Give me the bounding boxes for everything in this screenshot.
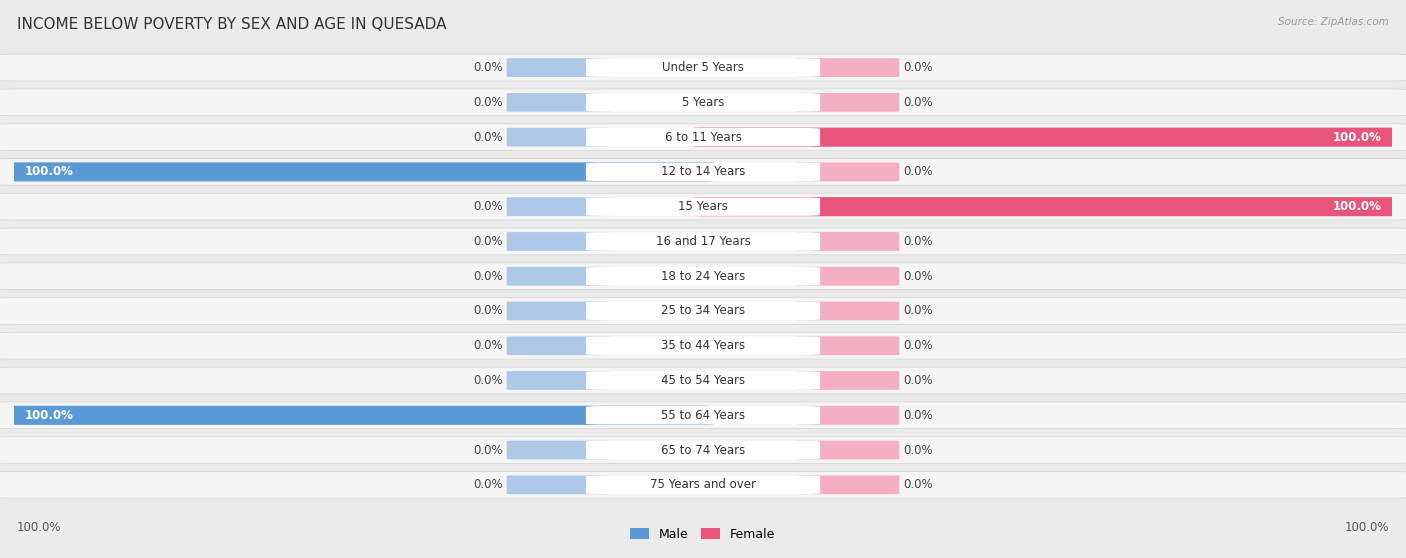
FancyBboxPatch shape: [0, 472, 1406, 498]
Text: 15 Years: 15 Years: [678, 200, 728, 213]
FancyBboxPatch shape: [586, 128, 820, 146]
Text: 0.0%: 0.0%: [903, 478, 932, 491]
FancyBboxPatch shape: [506, 301, 610, 320]
FancyBboxPatch shape: [506, 232, 610, 251]
Text: 0.0%: 0.0%: [903, 409, 932, 422]
FancyBboxPatch shape: [0, 124, 1406, 151]
Text: 100.0%: 100.0%: [17, 521, 62, 534]
FancyBboxPatch shape: [586, 336, 820, 355]
FancyBboxPatch shape: [586, 267, 820, 286]
Text: 0.0%: 0.0%: [474, 478, 503, 491]
Text: 0.0%: 0.0%: [474, 235, 503, 248]
Text: 0.0%: 0.0%: [903, 339, 932, 352]
Text: 0.0%: 0.0%: [474, 374, 503, 387]
FancyBboxPatch shape: [506, 128, 610, 147]
FancyBboxPatch shape: [796, 267, 900, 286]
FancyBboxPatch shape: [0, 367, 1406, 394]
FancyBboxPatch shape: [796, 162, 900, 181]
Text: Source: ZipAtlas.com: Source: ZipAtlas.com: [1278, 17, 1389, 27]
FancyBboxPatch shape: [796, 371, 900, 390]
Text: 45 to 54 Years: 45 to 54 Years: [661, 374, 745, 387]
FancyBboxPatch shape: [796, 58, 900, 77]
FancyBboxPatch shape: [586, 441, 820, 459]
Text: 0.0%: 0.0%: [474, 96, 503, 109]
Text: 12 to 14 Years: 12 to 14 Years: [661, 165, 745, 179]
FancyBboxPatch shape: [506, 441, 610, 459]
Text: 6 to 11 Years: 6 to 11 Years: [665, 131, 741, 143]
FancyBboxPatch shape: [506, 371, 610, 390]
FancyBboxPatch shape: [506, 475, 610, 494]
Text: 75 Years and over: 75 Years and over: [650, 478, 756, 491]
FancyBboxPatch shape: [0, 437, 1406, 464]
FancyBboxPatch shape: [586, 475, 820, 494]
FancyBboxPatch shape: [796, 406, 900, 425]
Text: 100.0%: 100.0%: [1333, 131, 1382, 143]
Text: 0.0%: 0.0%: [903, 270, 932, 283]
Text: 35 to 44 Years: 35 to 44 Years: [661, 339, 745, 352]
Text: 0.0%: 0.0%: [903, 305, 932, 318]
FancyBboxPatch shape: [506, 93, 610, 112]
FancyBboxPatch shape: [586, 59, 820, 77]
Text: 0.0%: 0.0%: [903, 374, 932, 387]
Text: 0.0%: 0.0%: [474, 339, 503, 352]
FancyBboxPatch shape: [796, 301, 900, 320]
FancyBboxPatch shape: [586, 302, 820, 320]
Text: 0.0%: 0.0%: [474, 444, 503, 456]
Text: 5 Years: 5 Years: [682, 96, 724, 109]
Text: 25 to 34 Years: 25 to 34 Years: [661, 305, 745, 318]
Text: 16 and 17 Years: 16 and 17 Years: [655, 235, 751, 248]
FancyBboxPatch shape: [796, 232, 900, 251]
Text: 0.0%: 0.0%: [474, 270, 503, 283]
Text: 100.0%: 100.0%: [24, 165, 73, 179]
FancyBboxPatch shape: [0, 54, 1406, 81]
Text: INCOME BELOW POVERTY BY SEX AND AGE IN QUESADA: INCOME BELOW POVERTY BY SEX AND AGE IN Q…: [17, 17, 446, 32]
FancyBboxPatch shape: [796, 475, 900, 494]
FancyBboxPatch shape: [0, 333, 1406, 359]
FancyBboxPatch shape: [0, 193, 1406, 220]
Text: 65 to 74 Years: 65 to 74 Years: [661, 444, 745, 456]
Text: 0.0%: 0.0%: [474, 200, 503, 213]
Text: 0.0%: 0.0%: [903, 61, 932, 74]
FancyBboxPatch shape: [506, 267, 610, 286]
FancyBboxPatch shape: [796, 441, 900, 459]
FancyBboxPatch shape: [586, 406, 820, 425]
FancyBboxPatch shape: [506, 336, 610, 355]
FancyBboxPatch shape: [586, 163, 820, 181]
Text: 18 to 24 Years: 18 to 24 Years: [661, 270, 745, 283]
FancyBboxPatch shape: [0, 89, 1406, 116]
FancyBboxPatch shape: [4, 406, 713, 425]
FancyBboxPatch shape: [693, 128, 1402, 147]
FancyBboxPatch shape: [0, 263, 1406, 290]
Legend: Male, Female: Male, Female: [626, 523, 780, 546]
FancyBboxPatch shape: [796, 336, 900, 355]
Text: Under 5 Years: Under 5 Years: [662, 61, 744, 74]
FancyBboxPatch shape: [586, 232, 820, 251]
FancyBboxPatch shape: [506, 198, 610, 216]
Text: 55 to 64 Years: 55 to 64 Years: [661, 409, 745, 422]
Text: 0.0%: 0.0%: [903, 96, 932, 109]
FancyBboxPatch shape: [0, 228, 1406, 255]
Text: 0.0%: 0.0%: [474, 305, 503, 318]
FancyBboxPatch shape: [693, 197, 1402, 217]
FancyBboxPatch shape: [796, 93, 900, 112]
FancyBboxPatch shape: [586, 371, 820, 389]
Text: 100.0%: 100.0%: [24, 409, 73, 422]
FancyBboxPatch shape: [586, 198, 820, 216]
Text: 0.0%: 0.0%: [474, 61, 503, 74]
FancyBboxPatch shape: [0, 297, 1406, 324]
Text: 0.0%: 0.0%: [903, 235, 932, 248]
FancyBboxPatch shape: [0, 402, 1406, 429]
FancyBboxPatch shape: [586, 93, 820, 112]
Text: 0.0%: 0.0%: [474, 131, 503, 143]
FancyBboxPatch shape: [506, 58, 610, 77]
FancyBboxPatch shape: [4, 162, 713, 181]
Text: 100.0%: 100.0%: [1333, 200, 1382, 213]
Text: 0.0%: 0.0%: [903, 444, 932, 456]
Text: 100.0%: 100.0%: [1344, 521, 1389, 534]
FancyBboxPatch shape: [0, 158, 1406, 185]
Text: 0.0%: 0.0%: [903, 165, 932, 179]
